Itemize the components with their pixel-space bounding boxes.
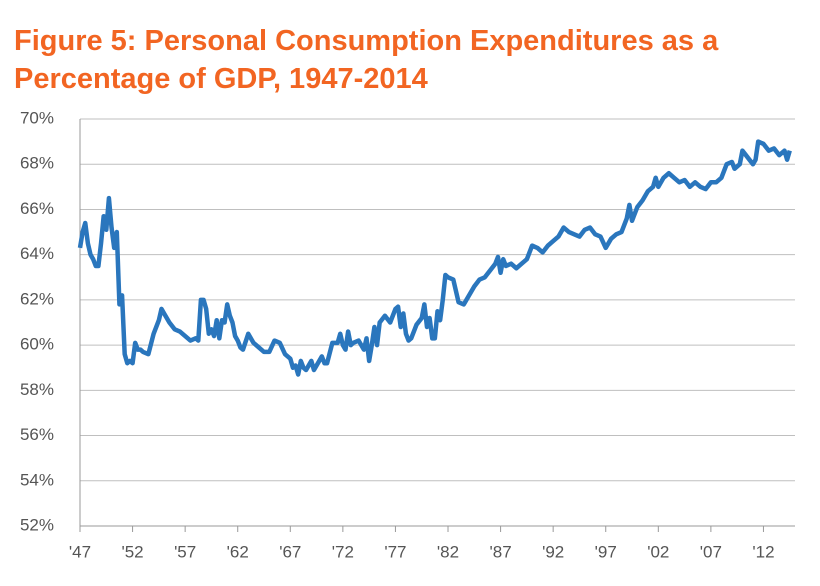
y-tick-label: 54% xyxy=(20,470,54,489)
x-tick-label: '72 xyxy=(332,542,354,561)
y-tick-label: 70% xyxy=(20,108,54,127)
y-tick-label: 52% xyxy=(20,515,54,534)
chart-title: Figure 5: Personal Consumption Expenditu… xyxy=(14,25,719,95)
y-tick-label: 56% xyxy=(20,425,54,444)
x-tick-label: '12 xyxy=(752,542,774,561)
y-tick-label: 60% xyxy=(20,335,54,354)
x-tick-label: '67 xyxy=(279,542,301,561)
y-tick-label: 58% xyxy=(20,380,54,399)
x-tick-label: '57 xyxy=(174,542,196,561)
x-tick-label: '77 xyxy=(384,542,406,561)
y-tick-label: 68% xyxy=(20,154,54,173)
x-tick-label: '47 xyxy=(69,542,91,561)
x-tick-label: '82 xyxy=(437,542,459,561)
data-line xyxy=(77,139,792,377)
y-tick-label: 62% xyxy=(20,289,54,308)
x-tick-label: '52 xyxy=(121,542,143,561)
x-tick-label: '92 xyxy=(542,542,564,561)
x-tick-label: '62 xyxy=(227,542,249,561)
x-tick-label: '07 xyxy=(700,542,722,561)
y-tick-label: 66% xyxy=(20,199,54,218)
x-tick-label: '02 xyxy=(647,542,669,561)
x-tick-label: '87 xyxy=(490,542,512,561)
y-tick-label: 64% xyxy=(20,244,54,263)
x-tick-label: '97 xyxy=(595,542,617,561)
